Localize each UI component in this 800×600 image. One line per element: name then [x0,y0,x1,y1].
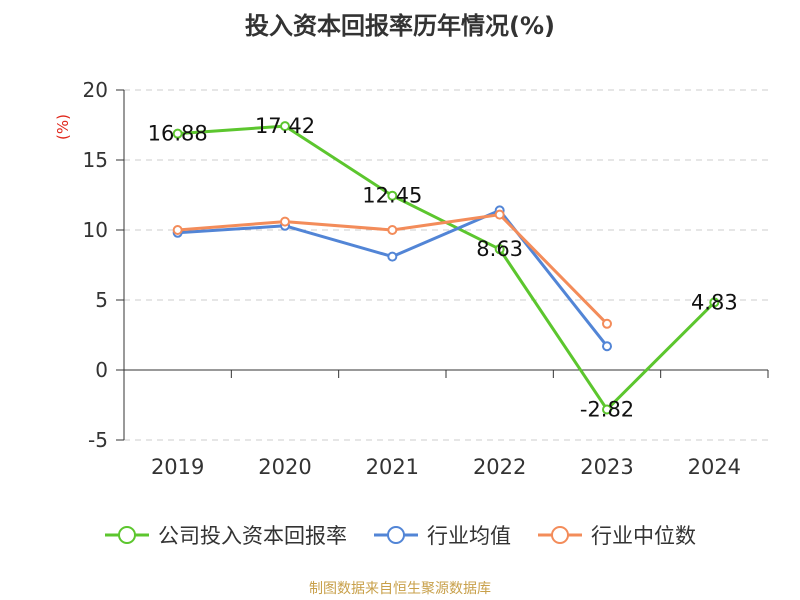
data-point [280,121,290,132]
data-label: -2.82 [580,397,634,421]
data-label: 8.63 [476,237,523,261]
data-point [602,318,612,329]
data-point [387,225,398,235]
data-point [280,216,290,227]
legend-marker-icon [538,526,582,544]
legend-item[interactable]: 行业中位数 [537,520,696,550]
y-tick-label: 5 [95,288,108,312]
legend-item[interactable]: 行业均值 [373,520,511,550]
data-point [387,251,398,262]
x-tick-label: 2023 [580,455,633,479]
x-tick-label: 2021 [366,455,419,479]
y-tick-label: 15 [83,148,108,172]
data-labels: 16.88 17.42 12.45 8.63 -2.82 4.83 [148,114,738,421]
data-label: 17.42 [255,114,315,138]
series-lines [172,121,720,415]
legend-item[interactable]: 公司投入资本回报率 [104,520,347,550]
y-tick-label: 0 [95,358,108,382]
data-label: 4.83 [691,290,738,314]
y-tick-label: 20 [83,78,108,102]
gridlines [124,89,768,441]
legend-marker-icon [105,526,149,544]
source-note: 制图数据来自恒生聚源数据库 [309,581,491,597]
data-point [494,244,505,255]
y-tick-label: 10 [83,218,108,242]
legend: 公司投入资本回报率 行业均值 行业中位数 [0,520,800,550]
legend-label: 行业均值 [427,524,511,548]
data-label: 16.88 [148,122,208,146]
data-point [387,190,398,201]
data-point [602,404,612,415]
data-point [172,128,183,139]
x-tick-label: 2019 [151,455,204,479]
x-tick-label: 2024 [688,455,741,479]
series-line [177,124,716,411]
data-point [494,209,505,220]
data-point [602,341,612,352]
legend-marker-icon [374,526,418,544]
y-axis-label: (%) [54,114,72,140]
y-tick-label: -5 [88,428,108,452]
axes: -5 0 5 10 15 20 2019 2020 2021 2022 2023 2024 (%) [54,78,769,479]
legend-label: 行业中位数 [591,524,696,548]
x-tick-label: 2020 [258,455,311,479]
data-point [172,225,183,235]
data-point [709,297,720,308]
legend-label: 公司投入资本回报率 [158,524,347,548]
data-label: 12.45 [362,184,422,208]
chart-title: 投入资本回报率历年情况(%) [245,12,555,40]
x-tick-label: 2022 [473,455,526,479]
